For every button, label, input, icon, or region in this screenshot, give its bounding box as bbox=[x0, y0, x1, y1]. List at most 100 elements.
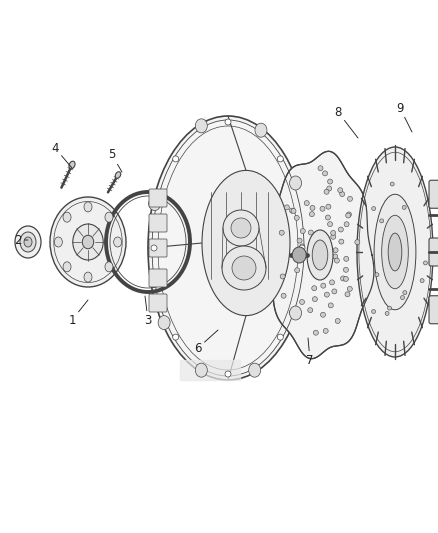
Ellipse shape bbox=[69, 161, 75, 169]
Circle shape bbox=[312, 297, 318, 302]
Circle shape bbox=[291, 208, 296, 213]
Ellipse shape bbox=[292, 247, 306, 263]
Circle shape bbox=[385, 311, 389, 316]
Circle shape bbox=[281, 293, 286, 298]
Circle shape bbox=[388, 306, 392, 310]
Ellipse shape bbox=[195, 119, 207, 133]
Circle shape bbox=[326, 204, 331, 209]
FancyBboxPatch shape bbox=[149, 294, 167, 312]
Text: 3: 3 bbox=[144, 296, 152, 327]
Ellipse shape bbox=[84, 272, 92, 282]
Circle shape bbox=[424, 261, 427, 265]
Circle shape bbox=[308, 308, 313, 313]
Ellipse shape bbox=[63, 262, 71, 272]
Ellipse shape bbox=[202, 171, 290, 316]
Circle shape bbox=[309, 212, 314, 216]
Circle shape bbox=[403, 290, 407, 295]
Ellipse shape bbox=[231, 218, 251, 238]
Ellipse shape bbox=[82, 235, 94, 249]
Circle shape bbox=[402, 205, 406, 209]
Circle shape bbox=[375, 273, 379, 277]
Ellipse shape bbox=[312, 240, 328, 270]
Circle shape bbox=[300, 244, 305, 249]
Circle shape bbox=[331, 235, 336, 239]
Ellipse shape bbox=[15, 226, 41, 258]
Circle shape bbox=[310, 205, 315, 211]
Text: 7: 7 bbox=[306, 338, 314, 367]
Text: 4: 4 bbox=[51, 141, 72, 168]
Ellipse shape bbox=[307, 230, 333, 280]
Circle shape bbox=[299, 245, 305, 251]
Circle shape bbox=[308, 230, 313, 235]
Circle shape bbox=[295, 268, 300, 273]
Ellipse shape bbox=[105, 262, 113, 272]
Circle shape bbox=[279, 230, 284, 235]
Circle shape bbox=[323, 328, 328, 334]
Ellipse shape bbox=[381, 215, 408, 289]
Text: 6: 6 bbox=[194, 330, 218, 354]
Circle shape bbox=[277, 334, 283, 340]
Ellipse shape bbox=[232, 256, 256, 280]
Circle shape bbox=[331, 230, 336, 236]
Text: 5: 5 bbox=[108, 149, 122, 172]
Circle shape bbox=[343, 277, 348, 281]
Ellipse shape bbox=[255, 123, 267, 137]
Circle shape bbox=[294, 215, 299, 220]
Circle shape bbox=[347, 196, 353, 201]
Text: 1: 1 bbox=[68, 300, 88, 327]
Circle shape bbox=[151, 245, 157, 251]
FancyBboxPatch shape bbox=[429, 296, 438, 324]
Circle shape bbox=[295, 180, 300, 185]
Ellipse shape bbox=[149, 197, 161, 211]
Circle shape bbox=[332, 289, 337, 294]
Circle shape bbox=[173, 334, 179, 340]
Circle shape bbox=[284, 205, 290, 210]
FancyBboxPatch shape bbox=[149, 214, 167, 232]
Circle shape bbox=[324, 189, 329, 194]
Ellipse shape bbox=[290, 176, 301, 190]
Circle shape bbox=[312, 286, 317, 290]
Circle shape bbox=[380, 219, 384, 223]
Circle shape bbox=[289, 310, 294, 315]
Circle shape bbox=[329, 280, 335, 285]
Polygon shape bbox=[266, 151, 374, 359]
Circle shape bbox=[400, 296, 405, 300]
Ellipse shape bbox=[105, 212, 113, 222]
Circle shape bbox=[347, 286, 352, 292]
Ellipse shape bbox=[113, 237, 122, 247]
Circle shape bbox=[290, 208, 294, 213]
Ellipse shape bbox=[290, 306, 301, 320]
Circle shape bbox=[343, 267, 348, 272]
Ellipse shape bbox=[84, 202, 92, 212]
Circle shape bbox=[328, 222, 332, 227]
Circle shape bbox=[390, 182, 394, 186]
Circle shape bbox=[173, 156, 179, 162]
Text: 9: 9 bbox=[396, 101, 412, 132]
Circle shape bbox=[340, 191, 345, 197]
Circle shape bbox=[320, 206, 325, 211]
Circle shape bbox=[355, 240, 360, 245]
Circle shape bbox=[338, 227, 343, 232]
FancyBboxPatch shape bbox=[429, 180, 438, 208]
Circle shape bbox=[346, 212, 351, 217]
Ellipse shape bbox=[24, 237, 32, 247]
Circle shape bbox=[341, 276, 346, 281]
Ellipse shape bbox=[20, 232, 36, 252]
Circle shape bbox=[322, 171, 328, 176]
Circle shape bbox=[328, 303, 333, 308]
Circle shape bbox=[333, 248, 338, 253]
Circle shape bbox=[325, 292, 329, 297]
Circle shape bbox=[371, 310, 375, 313]
Circle shape bbox=[372, 207, 376, 211]
Ellipse shape bbox=[148, 116, 308, 380]
Circle shape bbox=[300, 300, 304, 304]
Text: 8: 8 bbox=[334, 106, 358, 138]
Circle shape bbox=[344, 256, 349, 261]
FancyBboxPatch shape bbox=[149, 239, 167, 257]
Ellipse shape bbox=[50, 197, 126, 287]
Circle shape bbox=[321, 312, 325, 317]
Circle shape bbox=[225, 119, 231, 125]
Ellipse shape bbox=[222, 246, 266, 290]
Circle shape bbox=[345, 292, 350, 297]
Circle shape bbox=[225, 371, 231, 377]
